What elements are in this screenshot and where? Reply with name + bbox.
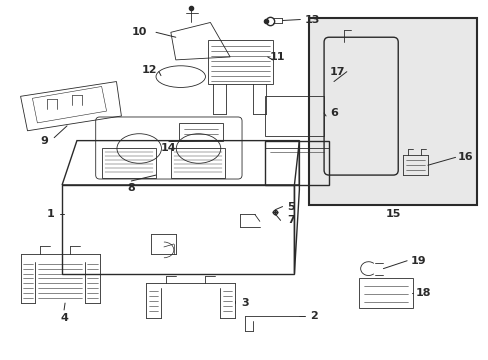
Text: 6: 6 bbox=[329, 108, 337, 118]
Text: 7: 7 bbox=[287, 215, 295, 225]
Text: 16: 16 bbox=[457, 152, 472, 162]
Text: 10: 10 bbox=[131, 27, 146, 37]
Bar bbox=[179, 123, 223, 141]
Text: 19: 19 bbox=[409, 256, 425, 266]
Bar bbox=[208, 40, 272, 85]
Text: 11: 11 bbox=[269, 52, 285, 62]
Text: 9: 9 bbox=[41, 136, 48, 145]
Text: 5: 5 bbox=[287, 202, 295, 212]
Bar bbox=[264, 96, 324, 136]
Text: 8: 8 bbox=[127, 183, 135, 193]
Text: 17: 17 bbox=[328, 67, 344, 77]
Text: 18: 18 bbox=[414, 288, 430, 298]
Text: 3: 3 bbox=[241, 298, 248, 308]
Text: 1: 1 bbox=[46, 210, 54, 220]
Text: 2: 2 bbox=[310, 311, 317, 321]
Bar bbox=[264, 141, 328, 185]
Text: 4: 4 bbox=[60, 313, 68, 323]
Text: 14: 14 bbox=[161, 143, 176, 153]
Text: 13: 13 bbox=[304, 14, 319, 24]
Bar bbox=[308, 18, 476, 204]
Text: 15: 15 bbox=[385, 210, 400, 220]
Bar bbox=[358, 278, 412, 308]
Text: 12: 12 bbox=[141, 65, 157, 75]
